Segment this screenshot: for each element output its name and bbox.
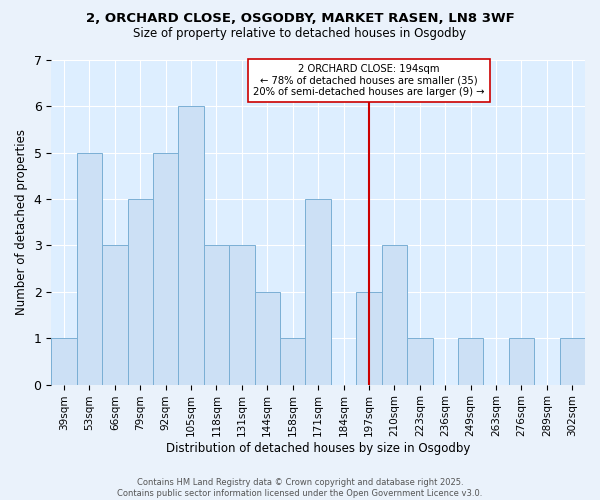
Bar [178, 106, 204, 384]
Bar [305, 199, 331, 384]
Bar [254, 292, 280, 384]
Bar [77, 152, 102, 384]
Text: Size of property relative to detached houses in Osgodby: Size of property relative to detached ho… [133, 28, 467, 40]
X-axis label: Distribution of detached houses by size in Osgodby: Distribution of detached houses by size … [166, 442, 470, 455]
Bar [51, 338, 77, 384]
Bar [153, 152, 178, 384]
Bar [128, 199, 153, 384]
Bar [560, 338, 585, 384]
Bar [229, 246, 254, 384]
Text: 2 ORCHARD CLOSE: 194sqm
← 78% of detached houses are smaller (35)
20% of semi-de: 2 ORCHARD CLOSE: 194sqm ← 78% of detache… [253, 64, 485, 97]
Y-axis label: Number of detached properties: Number of detached properties [15, 130, 28, 316]
Text: Contains HM Land Registry data © Crown copyright and database right 2025.
Contai: Contains HM Land Registry data © Crown c… [118, 478, 482, 498]
Bar [356, 292, 382, 384]
Bar [407, 338, 433, 384]
Bar [102, 246, 128, 384]
Bar [382, 246, 407, 384]
Bar [509, 338, 534, 384]
Bar [204, 246, 229, 384]
Bar [458, 338, 484, 384]
Text: 2, ORCHARD CLOSE, OSGODBY, MARKET RASEN, LN8 3WF: 2, ORCHARD CLOSE, OSGODBY, MARKET RASEN,… [86, 12, 514, 26]
Bar [280, 338, 305, 384]
